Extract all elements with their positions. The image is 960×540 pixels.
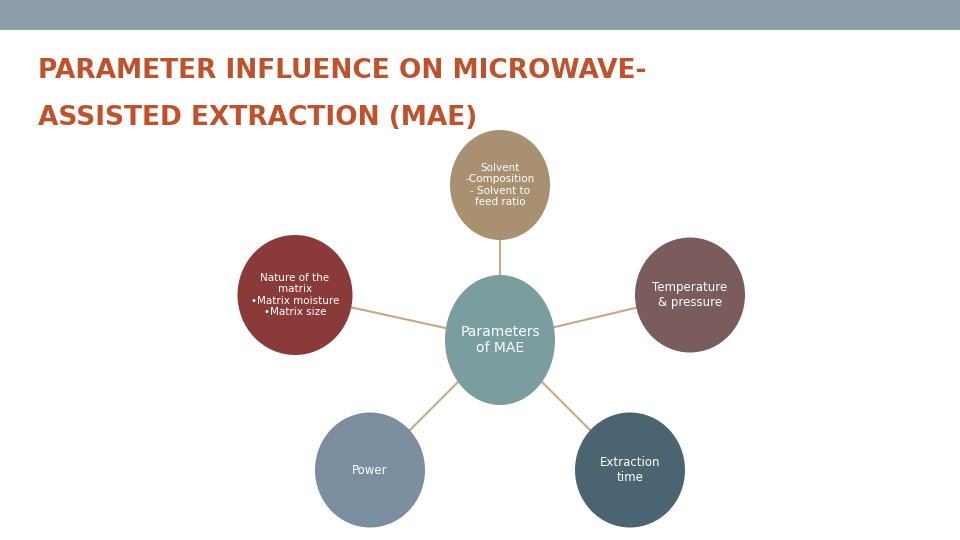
Ellipse shape	[315, 413, 425, 528]
Ellipse shape	[575, 413, 685, 528]
Ellipse shape	[445, 275, 555, 405]
Ellipse shape	[237, 235, 352, 355]
Text: ASSISTED EXTRACTION (MAE): ASSISTED EXTRACTION (MAE)	[38, 105, 477, 131]
Text: Solvent
-Composition
- Solvent to
feed ratio: Solvent -Composition - Solvent to feed r…	[466, 163, 535, 207]
Text: Power: Power	[352, 463, 388, 476]
Text: Temperature
& pressure: Temperature & pressure	[653, 281, 728, 309]
Text: PARAMETER INFLUENCE ON MICROWAVE-: PARAMETER INFLUENCE ON MICROWAVE-	[38, 58, 646, 84]
Ellipse shape	[635, 238, 745, 353]
Ellipse shape	[450, 130, 550, 240]
Text: Nature of the
matrix
•Matrix moisture
•Matrix size: Nature of the matrix •Matrix moisture •M…	[251, 273, 339, 318]
Bar	[0, 0, 960, 30]
Text: Extraction
time: Extraction time	[600, 456, 660, 484]
Text: Parameters
of MAE: Parameters of MAE	[460, 325, 540, 355]
